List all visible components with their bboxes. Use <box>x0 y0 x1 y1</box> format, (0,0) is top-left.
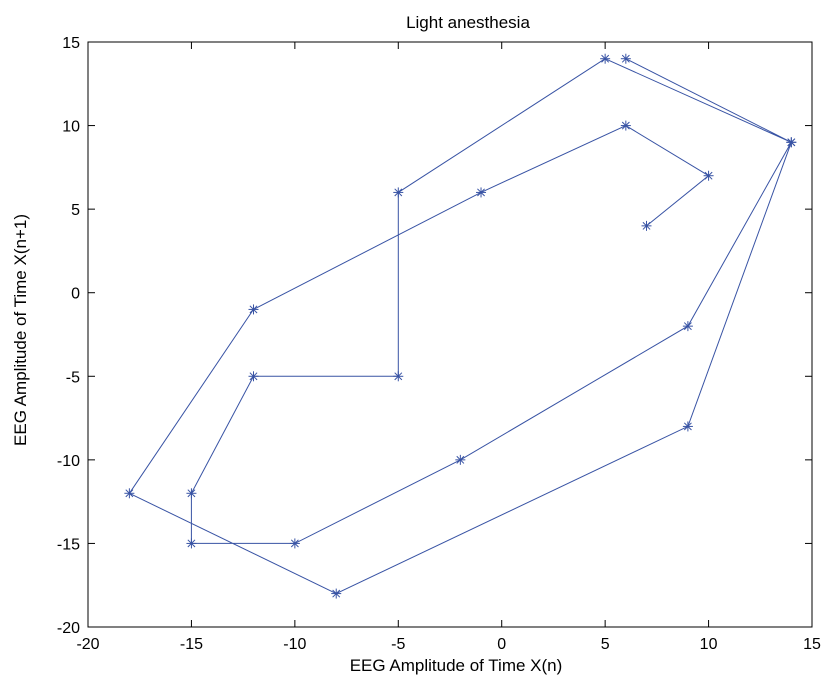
data-point-marker <box>600 53 611 64</box>
x-axis: -20 -15 -10 -5 0 5 10 15 <box>76 42 821 653</box>
y-tick-label: -10 <box>57 453 80 470</box>
y-tick-label: 10 <box>62 119 80 136</box>
data-point-marker <box>620 53 631 64</box>
data-point-marker <box>393 187 404 198</box>
data-point-marker <box>682 421 693 432</box>
y-axis: -20 -15 -10 -5 0 5 10 15 <box>57 35 812 637</box>
x-tick-label: -20 <box>76 636 99 653</box>
x-tick-label: -10 <box>283 636 306 653</box>
chart-title: Light anesthesia <box>406 13 530 32</box>
x-tick-label: 15 <box>803 636 821 653</box>
x-tick-label: -15 <box>180 636 203 653</box>
data-point-marker <box>641 220 652 231</box>
y-tick-label: -15 <box>57 536 80 553</box>
y-tick-label: 15 <box>62 35 80 52</box>
data-point-marker <box>289 538 300 549</box>
x-tick-label: 5 <box>601 636 610 653</box>
y-tick-label: -5 <box>66 369 80 386</box>
plot-area <box>88 42 812 627</box>
y-tick-label: -20 <box>57 620 80 637</box>
data-point-marker <box>331 588 342 599</box>
data-point-marker <box>393 371 404 382</box>
data-point-marker <box>186 488 197 499</box>
y-tick-label: 0 <box>71 286 80 303</box>
data-point-marker <box>620 120 631 131</box>
data-point-marker <box>455 454 466 465</box>
x-axis-title: EEG Amplitude of Time X(n) <box>350 656 563 675</box>
plot-frame <box>87 41 813 628</box>
y-axis-title: EEG Amplitude of Time X(n+1) <box>11 214 30 446</box>
data-point-marker <box>186 538 197 549</box>
x-tick-label: 10 <box>700 636 718 653</box>
data-point-marker <box>786 137 797 148</box>
series-layer <box>124 53 797 599</box>
data-point-marker <box>248 371 259 382</box>
y-tick-label: 5 <box>71 202 80 219</box>
data-point-marker <box>682 321 693 332</box>
series-line <box>128 58 792 595</box>
data-point-marker <box>124 488 135 499</box>
x-tick-label: -5 <box>391 636 405 653</box>
data-point-marker <box>476 187 487 198</box>
data-point-marker <box>248 304 259 315</box>
data-point-marker <box>703 170 714 181</box>
x-tick-label: 0 <box>497 636 506 653</box>
